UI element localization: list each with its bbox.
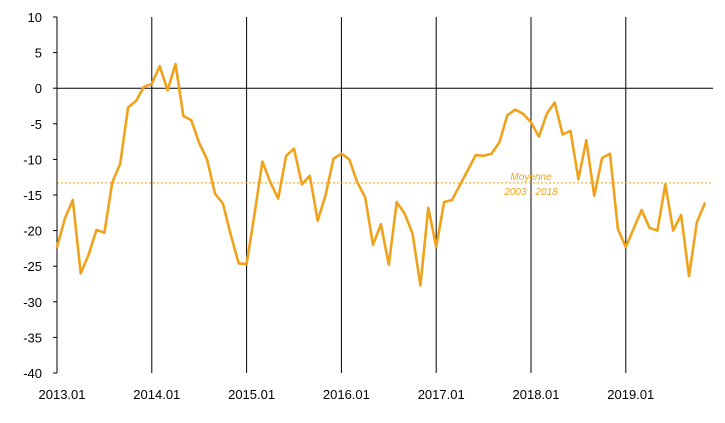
y-tick-label: 10 [28,10,42,25]
x-tick-label: 2015.01 [228,387,275,402]
x-tick-labels: 2013.01 2014.01 2015.01 2016.01 2017.01 2018.… [39,387,655,402]
x-tick-label: 2016.01 [323,387,370,402]
series-line [55,62,707,287]
average-annotation: Moyenne 2003 - 2018 [503,172,558,198]
x-tick-label: 2018.01 [513,387,560,402]
x-tick-label: 2014.01 [133,387,180,402]
average-label-line1: Moyenne [510,172,552,183]
y-tick-label: -20 [23,224,42,239]
x-tick-label: 2013.01 [39,387,86,402]
y-tick-label: -25 [23,259,42,274]
y-tick-label: -30 [23,295,42,310]
y-tick-label: -10 [23,152,42,167]
series-group [55,62,707,287]
y-tick-labels: 10 5 0 -5 -10 -15 -20 -25 -30 -35 -40 [23,10,42,381]
y-tick-label: -40 [23,366,42,381]
x-tick-label: 2017.01 [418,387,465,402]
y-tick-label: 0 [35,81,42,96]
vertical-gridlines [151,17,627,373]
y-tick-label: -35 [23,330,42,345]
x-tick-label: 2019.01 [607,387,654,402]
y-tick-label: -5 [30,117,42,132]
y-tick-label: -15 [23,188,42,203]
average-label-line2: 2003 - 2018 [503,187,558,198]
y-tick-label: 5 [35,46,42,61]
